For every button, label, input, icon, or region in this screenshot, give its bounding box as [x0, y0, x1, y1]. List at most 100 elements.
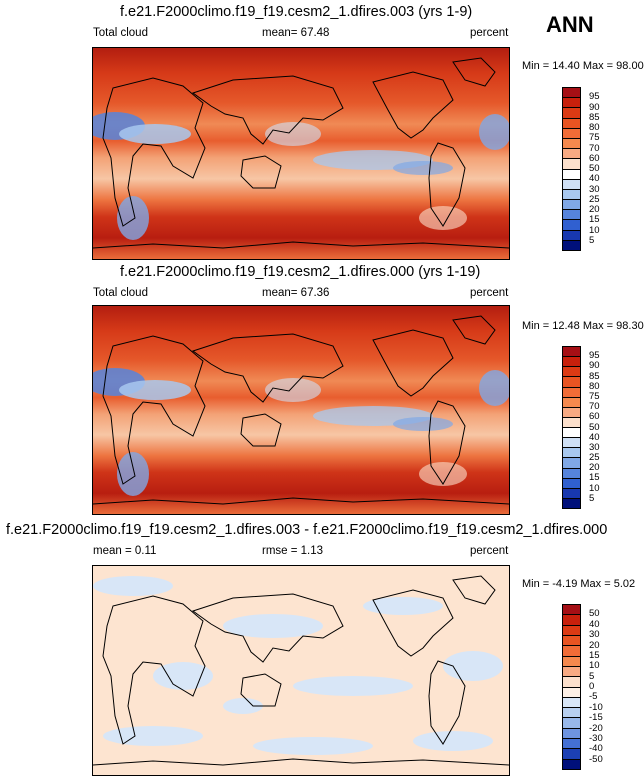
- panel-2-swatch: [563, 468, 580, 479]
- colorbar-tick-label: 75: [589, 132, 600, 144]
- panel-2-minmax: Min = 12.48 Max = 98.30: [522, 320, 644, 332]
- colorbar-tick-label: -50: [589, 753, 603, 765]
- panel-2-swatch: [563, 417, 580, 428]
- colorbar-tick-label: 10: [589, 224, 600, 236]
- panel-3-units: percent: [470, 545, 509, 557]
- panel-3-swatch: [563, 615, 580, 626]
- panel-1-swatch: [563, 128, 580, 139]
- panel-1-swatch: [563, 169, 580, 180]
- panel-1-swatch: [563, 220, 580, 231]
- colorbar-tick-label: 70: [589, 142, 600, 154]
- colorbar-tick-label: 60: [589, 152, 600, 164]
- colorbar-tick-label: 10: [589, 482, 600, 494]
- colorbar-tick-label: 40: [589, 618, 600, 630]
- colorbar-tick-label: 75: [589, 390, 600, 402]
- colorbar-tick-label: 85: [589, 370, 600, 382]
- colorbar-tick-label: 60: [589, 411, 600, 423]
- panel-2-colorbar: [562, 346, 581, 509]
- panel-2-swatch: [563, 407, 580, 418]
- panel-2-mean: mean= 67.36: [262, 287, 330, 299]
- colorbar-tick-label: 25: [589, 452, 600, 464]
- panel-3-swatch: [563, 759, 580, 769]
- colorbar-tick-label: 85: [589, 111, 600, 123]
- colorbar-tick-label: 20: [589, 639, 600, 651]
- colorbar-tick-label: 25: [589, 193, 600, 205]
- panel-3-swatch: [563, 605, 580, 616]
- panel-1-swatch: [563, 189, 580, 201]
- panel-2-swatch: [563, 498, 580, 508]
- colorbar-tick-label: -10: [589, 701, 603, 713]
- colorbar-tick-label: -30: [589, 732, 603, 744]
- panel-3-swatch: [563, 666, 580, 678]
- colorbar-tick-label: 50: [589, 608, 600, 620]
- colorbar-tick-label: 90: [589, 101, 600, 113]
- colorbar-tick-label: 20: [589, 204, 600, 215]
- panel-2-swatch: [563, 387, 580, 398]
- panel-3-rmse: rmse = 1.13: [262, 545, 324, 557]
- panel-2-swatch: [563, 367, 580, 378]
- colorbar-tick-label: 50: [589, 163, 600, 174]
- panel-2-title: f.e21.F2000climo.f19_f19.cesm2_1.dfires.…: [120, 264, 481, 280]
- panel-1-title: f.e21.F2000climo.f19_f19.cesm2_1.dfires.…: [120, 4, 473, 20]
- panel-1-variable-label: Total cloud: [93, 27, 148, 39]
- colorbar-tick-label: 95: [589, 350, 600, 362]
- colorbar-tick-label: 70: [589, 401, 600, 413]
- panel-2-swatch: [563, 488, 580, 499]
- panel-3-swatch: [563, 697, 580, 709]
- panel-3-colorbar-labels: 50 40 30 20 15 10 5 0 -5 -10 -15 -20 -30…: [589, 604, 629, 770]
- panel-3-minmax: Min = -4.19 Max = 5.02: [522, 578, 636, 590]
- panel-1-swatch: [563, 179, 580, 190]
- panel-3-swatch: [563, 646, 580, 657]
- colorbar-tick-label: 90: [589, 360, 600, 372]
- colorbar-tick-label: 5: [589, 492, 595, 504]
- panel-3-swatch: [563, 718, 580, 729]
- panel-2-units: percent: [470, 287, 509, 299]
- panel-1-colorbar-labels: 95 90 85 80 75 70 60 50 40 30 25 20 15 1…: [589, 87, 629, 251]
- panel-2-swatch: [563, 377, 580, 388]
- panel-2-colorbar-labels: 95 90 85 80 75 70 60 50 40 30 25 20 15 1…: [589, 346, 629, 509]
- colorbar-tick-label: 10: [589, 660, 600, 672]
- panel-3-title: f.e21.F2000climo.f19_f19.cesm2_1.dfires.…: [6, 522, 608, 538]
- panel-3-swatch: [563, 635, 580, 647]
- colorbar-tick-label: -15: [589, 712, 603, 724]
- colorbar-tick-label: 20: [589, 462, 600, 474]
- panel-3-colorbar: [562, 604, 581, 770]
- panel-2-swatch: [563, 428, 580, 439]
- panel-3-swatch: [563, 708, 580, 719]
- colorbar-tick-label: 30: [589, 629, 600, 641]
- panel-1-mean: mean= 67.48: [262, 27, 330, 39]
- panel-1-swatch: [563, 159, 580, 170]
- panel-2-swatch: [563, 357, 580, 368]
- panel-1-swatch: [563, 240, 580, 250]
- panel-1-units: percent: [470, 27, 509, 39]
- colorbar-tick-label: -5: [589, 691, 598, 703]
- panel-2-swatch: [563, 438, 580, 449]
- panel-1-swatch: [563, 108, 580, 119]
- colorbar-tick-label: 40: [589, 173, 600, 185]
- panel-1-swatch: [563, 230, 580, 241]
- panel-1-swatch: [563, 118, 580, 129]
- panel-1-swatch: [563, 138, 580, 150]
- panel-1-swatch: [563, 149, 580, 160]
- panel-3-swatch: [563, 749, 580, 760]
- colorbar-tick-label: 80: [589, 380, 600, 392]
- colorbar-tick-label: 5: [589, 234, 595, 246]
- colorbar-tick-label: -20: [589, 722, 603, 734]
- panel-3-swatch: [563, 739, 580, 750]
- season-label: ANN: [546, 12, 594, 37]
- panel-3-swatch: [563, 625, 580, 636]
- panel-1-minmax: Min = 14.40 Max = 98.00: [522, 60, 644, 72]
- colorbar-tick-label: 95: [589, 91, 600, 103]
- panel-1-swatch: [563, 200, 580, 211]
- colorbar-tick-label: 80: [589, 122, 600, 133]
- panel-3-swatch: [563, 687, 580, 698]
- colorbar-tick-label: 40: [589, 431, 600, 443]
- panel-2-swatch: [563, 478, 580, 489]
- colorbar-tick-label: 50: [589, 421, 600, 433]
- panel-1-colorbar: [562, 87, 581, 251]
- panel-1-map: [92, 47, 510, 260]
- panel-3-mean: mean = 0.11: [93, 545, 157, 557]
- panel-3-map: [92, 565, 510, 776]
- panel-1-swatch: [563, 98, 580, 109]
- panel-2-swatch: [563, 347, 580, 358]
